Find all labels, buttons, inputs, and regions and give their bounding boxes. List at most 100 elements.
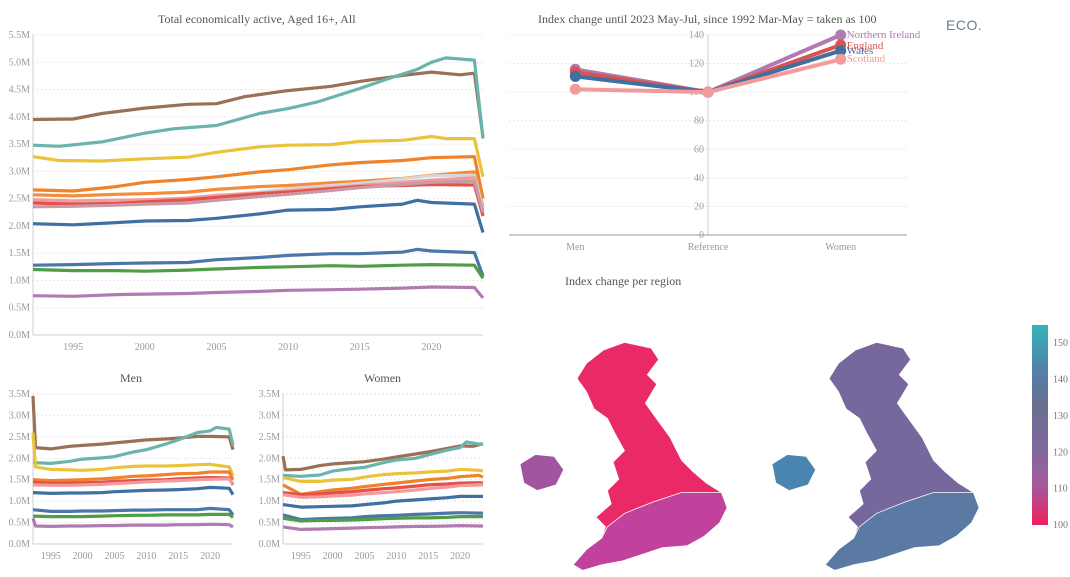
y-tick-label: 3.5M: [9, 139, 31, 150]
series-label: Northern Ireland: [847, 29, 921, 41]
y-tick-label: 2.0M: [9, 221, 31, 232]
series-line-6[interactable]: [32, 477, 235, 487]
y-tick-label: 3.5M: [9, 389, 31, 400]
series-line-13[interactable]: [32, 285, 485, 299]
series-label: England: [847, 40, 884, 52]
series-line-6[interactable]: [282, 483, 483, 499]
series-line-8[interactable]: [32, 182, 485, 217]
y-tick-label: 80: [694, 116, 704, 127]
series-line-1[interactable]: [281, 442, 484, 472]
y-tick-label: 1.0M: [9, 275, 31, 286]
y-tick-label: 4.0M: [9, 112, 31, 123]
y-tick-label: 120: [689, 59, 704, 70]
series-line-1[interactable]: [31, 396, 235, 451]
x-tick-label: 2010: [386, 551, 406, 562]
index-chart: 020406080100120140MenReferenceWomenNorth…: [509, 29, 921, 253]
index-chart-title: Index change until 2023 May-Jul, since 1…: [538, 12, 877, 26]
y-tick-label: 1.0M: [259, 496, 281, 507]
y-tick-label: 3.0M: [9, 166, 31, 177]
colorbar-tick-label: 100: [1053, 520, 1068, 531]
x-tick-label: 2000: [135, 342, 155, 353]
series-line-10[interactable]: [282, 524, 483, 531]
x-tick-label: 2020: [450, 551, 470, 562]
index-point[interactable]: [569, 70, 581, 82]
x-tick-label: 2005: [206, 342, 226, 353]
series-line-10[interactable]: [32, 198, 485, 233]
y-tick-label: 0.5M: [9, 303, 31, 314]
series-line-4[interactable]: [32, 155, 485, 199]
colorbar-tick-label: 130: [1053, 411, 1068, 422]
series-line-9[interactable]: [32, 179, 485, 213]
series-line-10[interactable]: [31, 517, 234, 529]
y-tick-label: 5.5M: [9, 30, 31, 41]
series-line-11[interactable]: [32, 247, 485, 277]
y-tick-label: 1.5M: [9, 248, 31, 259]
index-point[interactable]: [702, 86, 714, 98]
series-line-3[interactable]: [31, 432, 235, 477]
region-shape[interactable]: [771, 454, 817, 492]
series-line-1[interactable]: [32, 70, 485, 138]
series-line-7[interactable]: [32, 485, 235, 496]
category-label: Women: [825, 242, 856, 253]
index-point[interactable]: [835, 29, 847, 41]
index-point[interactable]: [569, 83, 581, 95]
x-tick-label: 2010: [136, 551, 156, 562]
series-label: Wales: [847, 45, 874, 57]
y-tick-label: 60: [694, 144, 704, 155]
series-line-7[interactable]: [282, 494, 483, 509]
region-map-2: [771, 342, 980, 571]
men-chart: 0.0M 0.5M 1.0M 1.5M 2.0M 2.5M 3.0M 3.5M 1995 2000…: [9, 389, 235, 562]
x-tick-label: 2000: [73, 551, 93, 562]
series-line-8[interactable]: [282, 511, 483, 522]
series-line-2[interactable]: [32, 56, 485, 148]
y-tick-label: 3.0M: [259, 410, 281, 421]
category-label: Men: [566, 242, 584, 253]
series-line-5[interactable]: [32, 476, 235, 486]
x-tick-label: 2010: [278, 342, 298, 353]
region-maps: 100 110 120 130 140 150: [519, 325, 1068, 571]
y-tick-label: 1.5M: [9, 475, 31, 486]
y-tick-label: 0.5M: [259, 518, 281, 529]
colorbar-tick-label: 110: [1053, 484, 1068, 495]
x-tick-label: 1995: [291, 551, 311, 562]
y-tick-label: 2.0M: [9, 453, 31, 464]
region-shape[interactable]: [519, 454, 565, 492]
x-tick-label: 2015: [350, 342, 370, 353]
colorbar-tick-label: 120: [1053, 447, 1068, 458]
series-line-2[interactable]: [282, 440, 483, 478]
series-line-8[interactable]: [32, 506, 235, 516]
region-shape[interactable]: [824, 492, 980, 571]
region-map-1: [519, 342, 728, 571]
series-line-4[interactable]: [32, 470, 235, 483]
series-line-3[interactable]: [282, 467, 484, 483]
x-tick-label: 2005: [105, 551, 125, 562]
region-shape[interactable]: [572, 492, 728, 571]
series-line-3[interactable]: [32, 134, 485, 178]
series-line-9[interactable]: [282, 515, 483, 523]
y-tick-label: 5.0M: [9, 57, 31, 68]
x-tick-label: 2000: [323, 551, 343, 562]
y-tick-label: 0.0M: [259, 539, 281, 550]
series-line-5[interactable]: [282, 481, 484, 497]
y-tick-label: 3.0M: [9, 410, 31, 421]
x-tick-label: 2020: [421, 342, 441, 353]
x-tick-label: 1995: [63, 342, 83, 353]
series-line-2[interactable]: [32, 425, 235, 465]
y-tick-label: 2.5M: [9, 432, 31, 443]
x-tick-label: 2005: [355, 551, 375, 562]
series-line-9[interactable]: [32, 512, 234, 519]
brand-logo: ECO.: [946, 17, 983, 33]
y-tick-label: 0.0M: [9, 539, 31, 550]
y-tick-label: 0.0M: [9, 330, 31, 341]
series-line-12[interactable]: [32, 263, 485, 280]
index-point[interactable]: [835, 45, 847, 57]
series-line-4[interactable]: [282, 473, 484, 496]
y-tick-label: 20: [694, 201, 704, 212]
y-tick-label: 3.5M: [259, 389, 281, 400]
colorbar-tick-label: 140: [1053, 375, 1068, 386]
series-label: Scotland: [847, 53, 886, 65]
x-tick-label: 2015: [168, 551, 188, 562]
index-point[interactable]: [835, 53, 847, 65]
y-tick-label: 2.5M: [9, 194, 31, 205]
